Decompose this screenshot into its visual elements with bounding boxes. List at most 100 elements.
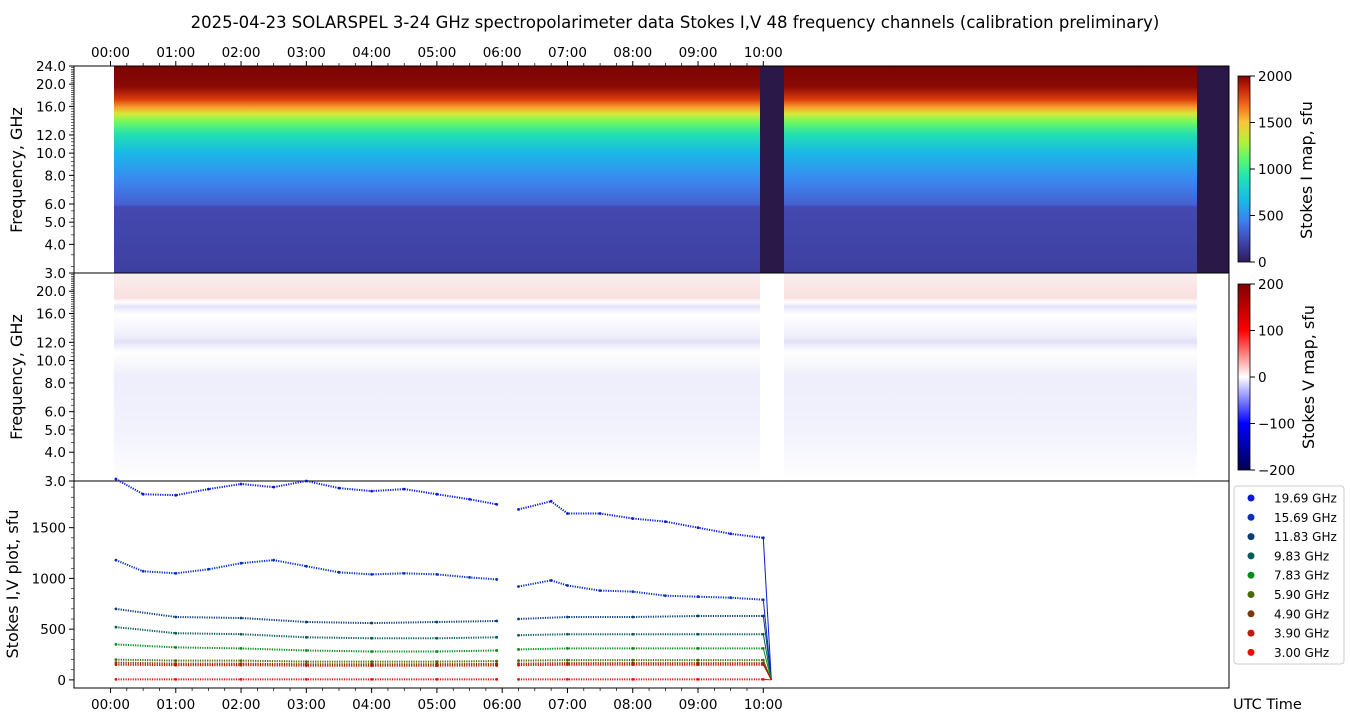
- data-point: [517, 633, 520, 637]
- data-point: [761, 536, 765, 540]
- data-point: [631, 590, 635, 594]
- legend-label: 11.83 GHz: [1274, 530, 1337, 544]
- y-tick-label: 5.0: [45, 215, 66, 231]
- x-tick-label: 09:00: [679, 697, 718, 713]
- data-point: [729, 532, 733, 536]
- data-point: [761, 632, 765, 636]
- legend-label: 15.69 GHz: [1274, 511, 1337, 525]
- legend-label: 19.69 GHz: [1274, 492, 1337, 506]
- stokes-v-heatmap: [114, 273, 1197, 481]
- data-point: [761, 658, 765, 662]
- data-point: [761, 677, 765, 681]
- data-point: [696, 663, 700, 667]
- data-point: [337, 570, 341, 574]
- data-point: [239, 616, 243, 620]
- data-point: [495, 677, 499, 681]
- y-tick-label: 500: [40, 622, 66, 638]
- data-point: [495, 619, 499, 623]
- y-tick-label: 8.0: [45, 168, 66, 184]
- data-point: [402, 571, 406, 575]
- x-tick-label: 01:00: [156, 697, 195, 713]
- legend-marker: [1247, 552, 1255, 560]
- stokes-v-panel: 3.0 4.0 5.0 6.0 8.0 10.0 12.0 16.0 20.0 Frequenc…: [7, 272, 1230, 490]
- data-point: [663, 520, 667, 523]
- data-point: [468, 575, 471, 579]
- colorbar-scale: [1237, 283, 1251, 471]
- data-point: [114, 661, 118, 665]
- series-11-83-GHz-points: [114, 607, 772, 680]
- axes-frame: [73, 480, 1230, 689]
- data-point: [696, 614, 700, 618]
- y-tick-label: 20.0: [36, 77, 66, 93]
- y-tick-label: 6.0: [45, 405, 66, 421]
- legend-box: [1233, 485, 1345, 665]
- y-tick-label: 0: [57, 673, 66, 689]
- data-point: [370, 650, 374, 653]
- data-point: [174, 615, 178, 619]
- y-tick-label: 4.0: [45, 445, 66, 461]
- legend-marker: [1247, 571, 1255, 579]
- colorbar-label: Stokes V map, sfu: [1299, 305, 1318, 449]
- data-point: [174, 659, 178, 663]
- legend-label: 4.90 GHz: [1274, 607, 1329, 621]
- colorbar-scale: [1237, 75, 1251, 263]
- data-point: [696, 647, 700, 650]
- data-point: [239, 482, 243, 486]
- x-tick-label: 09:00: [679, 45, 718, 61]
- data-point: [207, 567, 210, 571]
- data-point: [549, 579, 553, 582]
- y-tick-label: 12.0: [36, 128, 66, 144]
- colorbar-tick-label: 2000: [1258, 69, 1292, 85]
- legend-marker: [1247, 494, 1255, 502]
- data-point: [696, 526, 700, 530]
- data-point: [761, 614, 765, 618]
- y-tick-label: 6.0: [45, 197, 66, 213]
- legend: 19.69 GHz 15.69 GHz 11.83 GHz 9.83 GHz 7.83 …: [1233, 485, 1345, 665]
- stokes-i-heatmap: [114, 66, 1229, 273]
- y-tick-label: 1500: [32, 521, 66, 537]
- data-point: [239, 632, 243, 636]
- x-tick-label: 00:00: [91, 45, 130, 61]
- data-point: [495, 635, 499, 639]
- data-point: [141, 569, 145, 573]
- series-19-69-GHz-points: [114, 477, 772, 680]
- legend-label: 3.00 GHz: [1274, 646, 1329, 660]
- data-point: [435, 664, 439, 668]
- x-tick-label: 02:00: [222, 45, 261, 61]
- colorbar-tick-label: 0: [1258, 255, 1267, 271]
- data-point: [631, 663, 635, 667]
- data-point: [729, 596, 733, 600]
- x-tick-label: 04:00: [352, 697, 391, 713]
- data-point: [141, 492, 145, 496]
- data-point: [239, 561, 243, 565]
- data-point: [517, 617, 520, 621]
- y-axis-label: Frequency, GHz: [7, 314, 26, 440]
- data-point: [435, 636, 439, 640]
- data-point: [517, 677, 520, 681]
- data-point: [304, 664, 308, 668]
- x-tick-label: 07:00: [548, 697, 587, 713]
- y-tick-label: 24.0: [36, 59, 66, 75]
- data-point: [174, 646, 178, 649]
- y-tick-label: 20.0: [36, 284, 66, 300]
- series-falloff: [762, 648, 772, 681]
- colorbar-tick-label: 1000: [1258, 162, 1292, 178]
- colorbar-tick-label: 200: [1258, 277, 1284, 293]
- data-point: [517, 585, 520, 588]
- data-point: [174, 663, 178, 667]
- legend-label: 7.83 GHz: [1274, 569, 1329, 583]
- legend-marker: [1247, 533, 1255, 541]
- data-point: [631, 677, 635, 681]
- x-tick-label: 05:00: [417, 697, 456, 713]
- data-point: [174, 631, 178, 635]
- data-point: [272, 485, 276, 489]
- y-tick-label: 8.0: [45, 376, 66, 392]
- data-point: [435, 492, 439, 496]
- data-point: [566, 658, 569, 662]
- data-point: [495, 659, 499, 663]
- series-falloff: [762, 615, 772, 680]
- data-point: [435, 677, 439, 681]
- y-tick-label: 16.0: [36, 307, 66, 323]
- x-tick-label: 06:00: [483, 697, 522, 713]
